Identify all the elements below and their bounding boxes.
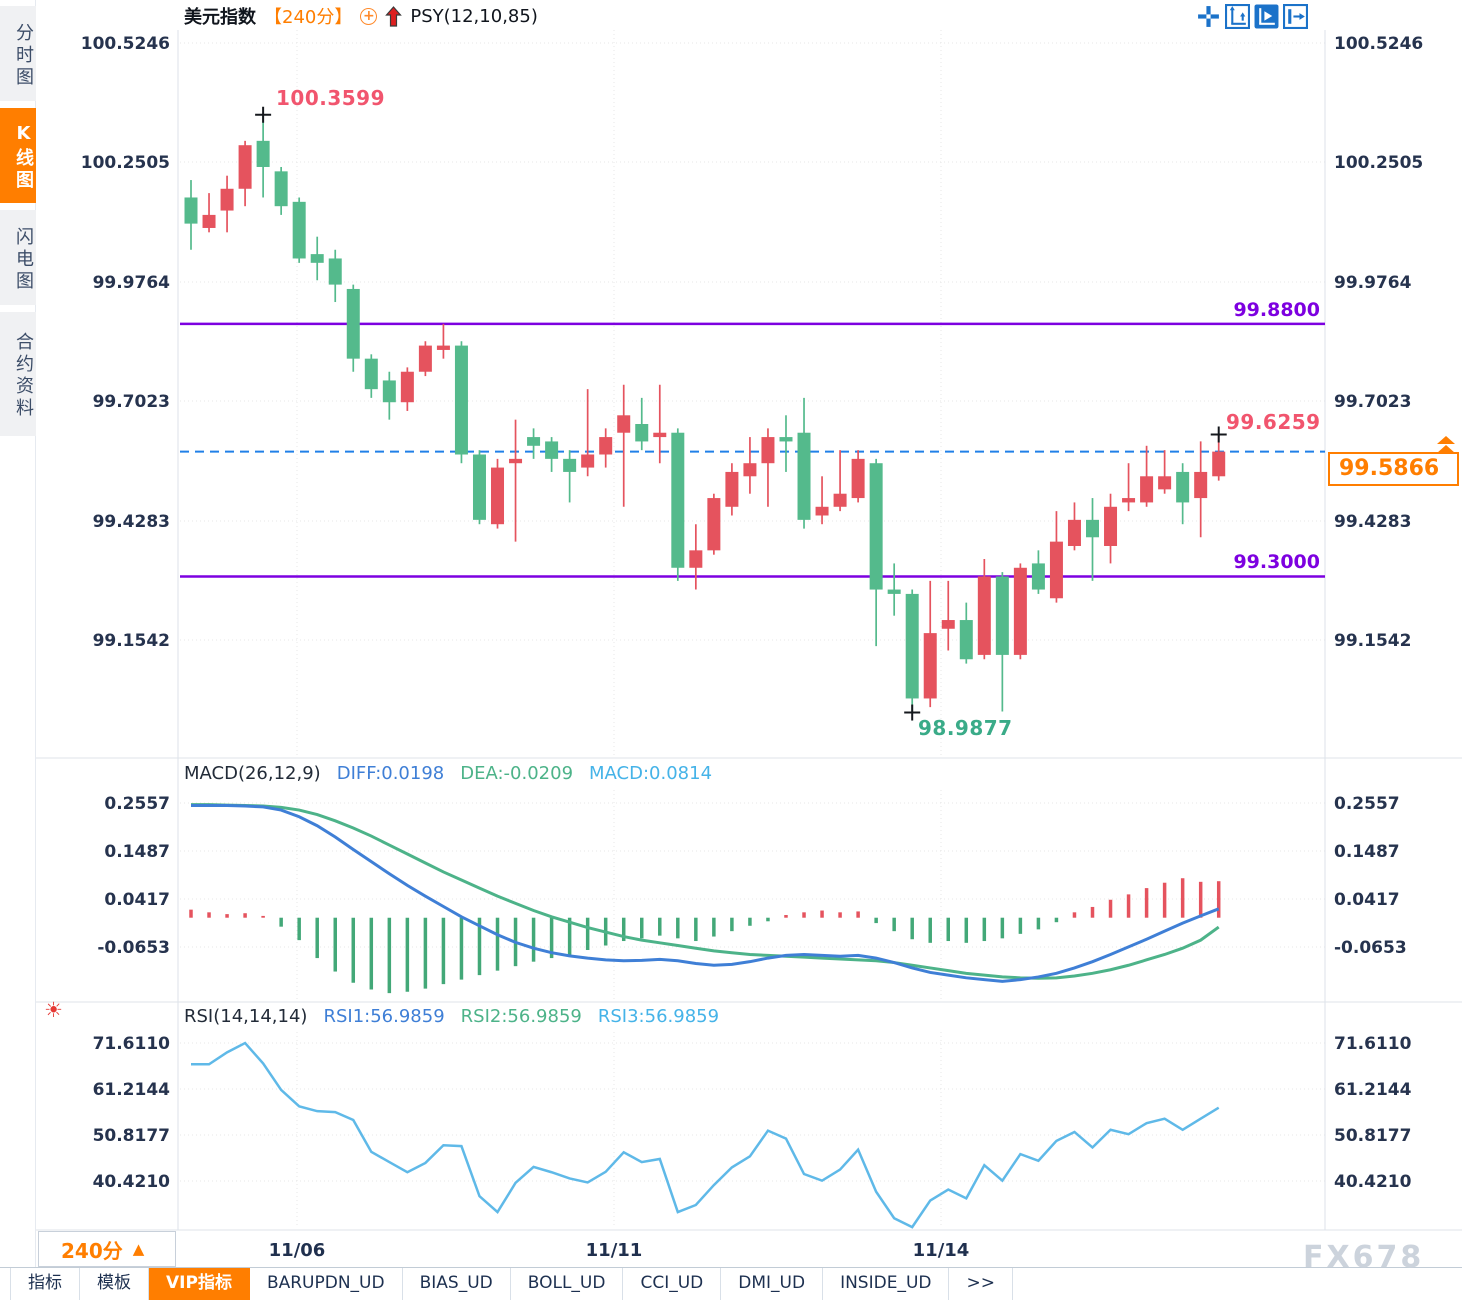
bottom-tab-7[interactable]: CCI_UD (623, 1268, 722, 1300)
bottom-tab-4[interactable]: BARUPDN_UD (250, 1268, 403, 1300)
svg-text:99.7023: 99.7023 (1334, 392, 1411, 412)
macd-hist-value: MACD:0.0814 (589, 763, 713, 784)
swing-low-label: 98.9877 (918, 716, 1013, 740)
recent-high-label: 99.6259 (1226, 410, 1321, 434)
macd-dea-value: DEA:-0.0209 (460, 763, 574, 784)
up-arrow-icon (385, 5, 403, 27)
svg-text:-0.0653: -0.0653 (1334, 938, 1407, 958)
bottom-tab-2[interactable]: 模板 (80, 1268, 149, 1300)
bottom-tab-9[interactable]: INSIDE_UD (823, 1268, 950, 1300)
svg-text:0.0417: 0.0417 (104, 890, 170, 910)
add-indicator-icon[interactable]: + (360, 7, 378, 25)
sidebar-tab-2[interactable]: K线图 (0, 108, 36, 203)
indicator-tabbar: 指标 模板 VIP指标 BARUPDN_UD BIAS_UD BOLL_UD CCI_UD D… (0, 1267, 1462, 1300)
svg-text:11/11: 11/11 (586, 1240, 643, 1261)
rsi-name: RSI(14,14,14) (184, 1006, 308, 1027)
chart-toolbar (1196, 4, 1308, 29)
rsi1-value: RSI1:56.9859 (323, 1006, 445, 1027)
auto-fit-icon[interactable] (1254, 4, 1279, 29)
svg-text:99.4283: 99.4283 (1334, 512, 1411, 532)
bottom-tab-10[interactable]: >> (949, 1268, 1013, 1300)
macd-diff-value: DIFF:0.0198 (336, 763, 445, 784)
svg-text:11/14: 11/14 (913, 1240, 970, 1261)
bottom-tab-3[interactable]: VIP指标 (149, 1268, 250, 1300)
svg-text:99.1542: 99.1542 (93, 631, 170, 651)
period-label[interactable]: 【240分】 (264, 7, 353, 28)
svg-text:61.2144: 61.2144 (1334, 1080, 1412, 1100)
svg-text:99.4283: 99.4283 (93, 512, 170, 532)
bottom-tab-1[interactable]: 指标 (10, 1268, 80, 1300)
svg-text:40.4210: 40.4210 (93, 1172, 171, 1192)
svg-text:0.1487: 0.1487 (104, 842, 170, 862)
indicator-settings-icon[interactable]: ☀ (44, 998, 63, 1022)
svg-text:-0.0653: -0.0653 (97, 938, 170, 958)
svg-text:61.2144: 61.2144 (93, 1080, 171, 1100)
svg-text:0.2557: 0.2557 (104, 794, 170, 814)
macd-header: MACD(26,12,9) DIFF:0.0198 DEA:-0.0209 MA… (184, 763, 712, 784)
svg-text:99.9764: 99.9764 (93, 273, 171, 293)
svg-text:100.5246: 100.5246 (81, 34, 170, 54)
svg-text:11/06: 11/06 (269, 1240, 326, 1261)
symbol-name: 美元指数 (184, 7, 256, 28)
rsi2-value: RSI2:56.9859 (460, 1006, 582, 1027)
sidebar-tab-3[interactable]: 闪电图 (0, 210, 36, 305)
axis-range-icon[interactable] (1225, 4, 1250, 29)
layout-grid-icon[interactable] (1196, 4, 1221, 29)
svg-text:71.6110: 71.6110 (93, 1034, 171, 1054)
svg-text:71.6110: 71.6110 (1334, 1034, 1412, 1054)
svg-text:0.2557: 0.2557 (1334, 794, 1400, 814)
chevron-up-icon: ▲ (132, 1240, 145, 1258)
svg-text:0.0417: 0.0417 (1334, 890, 1400, 910)
svg-text:99.7023: 99.7023 (93, 392, 170, 412)
period-selector[interactable]: 240分 ▲ (38, 1231, 176, 1267)
svg-text:100.5246: 100.5246 (1334, 34, 1423, 54)
svg-text:0.1487: 0.1487 (1334, 842, 1400, 862)
svg-text:50.8177: 50.8177 (93, 1126, 170, 1146)
macd-name: MACD(26,12,9) (184, 763, 321, 784)
sidebar-tab-4[interactable]: 合约资料 (0, 312, 36, 436)
svg-text:100.2505: 100.2505 (1334, 153, 1423, 173)
svg-text:99.9764: 99.9764 (1334, 273, 1412, 293)
collapse-panel-icon[interactable] (1283, 4, 1308, 29)
resistance-line-label: 99.8800 (1233, 299, 1320, 321)
rsi3-value: RSI3:56.9859 (597, 1006, 720, 1027)
swing-high-label: 100.3599 (276, 86, 386, 110)
sidebar-tab-1[interactable]: 分时图 (0, 6, 36, 101)
bottom-tab-8[interactable]: DMI_UD (721, 1268, 824, 1300)
bottom-tab-6[interactable]: BOLL_UD (511, 1268, 624, 1300)
bottom-tab-5[interactable]: BIAS_UD (403, 1268, 511, 1300)
support-line-label: 99.3000 (1233, 551, 1320, 573)
svg-text:100.2505: 100.2505 (81, 153, 170, 173)
svg-text:50.8177: 50.8177 (1334, 1126, 1411, 1146)
watermark: FX678 (1303, 1240, 1425, 1275)
period-selector-label: 240分 (61, 1238, 123, 1263)
current-price-box: 99.5866 (1328, 452, 1459, 486)
sidebar: 分时图 K线图闪电图合约资料 (0, 0, 36, 1300)
rsi-header: RSI(14,14,14) RSI1:56.9859 RSI2:56.9859 … (184, 1006, 719, 1027)
svg-text:40.4210: 40.4210 (1334, 1172, 1412, 1192)
overlay-indicator-label: PSY(12,10,85) (410, 5, 538, 27)
svg-text:99.1542: 99.1542 (1334, 631, 1411, 651)
price-up-arrows-icon (1437, 436, 1455, 454)
chart-title: 美元指数 【240分】 + PSY(12,10,85) (184, 3, 538, 29)
